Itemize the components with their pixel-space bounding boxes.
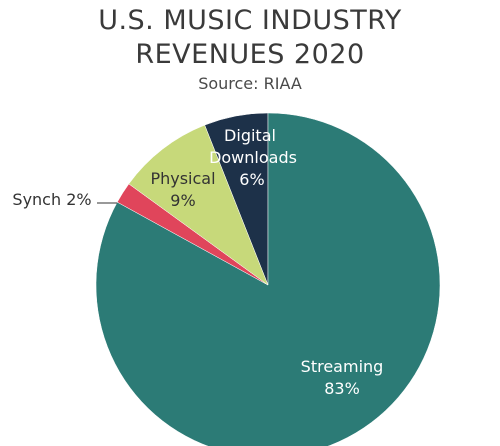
slice-label-synch-1: Synch 2% [12,190,91,209]
slice-label-digital-downloads-3: 6% [239,170,264,189]
chart-subtitle: Source: RIAA [198,74,302,93]
slice-label-physical-2: 9% [170,191,195,210]
slice-label-digital-downloads-1: Digital [224,126,276,145]
slice-label-streaming-1: Streaming [301,357,384,376]
chart-title: U.S. MUSIC INDUSTRY REVENUES 2020 [0,4,500,72]
slice-label-digital-downloads-2: Downloads [209,148,297,167]
slice-label-physical-1: Physical [150,169,215,188]
chart-title-line-2: REVENUES 2020 [135,39,365,70]
pie-slice-physical [128,124,269,286]
slice-label-streaming-2: 83% [324,379,360,398]
pie-slice-streaming [95,112,441,446]
chart-title-line-1: U.S. MUSIC INDUSTRY [98,5,402,36]
